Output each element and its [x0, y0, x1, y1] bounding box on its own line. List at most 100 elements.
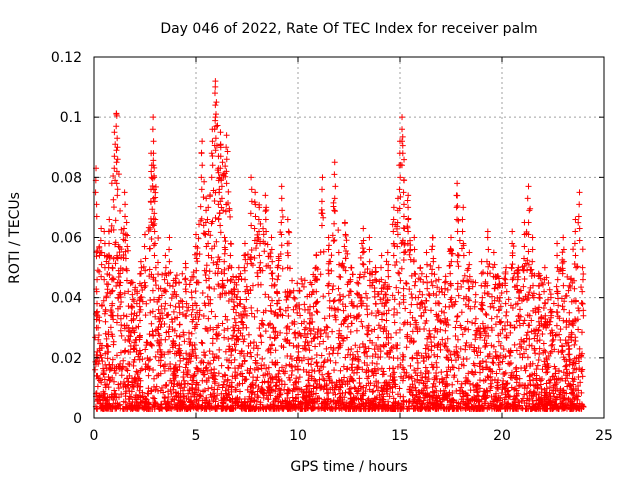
roti-point — [225, 336, 232, 343]
roti-point — [166, 323, 173, 330]
roti-point — [150, 332, 157, 339]
roti-point — [425, 291, 432, 298]
roti-point — [120, 312, 127, 319]
roti-point — [310, 383, 317, 390]
roti-point — [421, 304, 428, 311]
roti-point — [146, 266, 153, 273]
roti-point — [533, 366, 540, 373]
roti-point — [564, 273, 571, 280]
roti-point — [173, 272, 180, 279]
roti-point — [374, 308, 381, 315]
roti-point — [92, 366, 99, 373]
roti-point — [422, 306, 429, 313]
roti-point — [453, 387, 460, 394]
roti-point — [206, 268, 213, 275]
roti-point — [199, 377, 206, 384]
roti-point — [298, 275, 305, 282]
roti-point — [251, 313, 258, 320]
roti-point — [501, 384, 508, 391]
roti-point — [392, 262, 399, 269]
roti-point — [107, 324, 114, 331]
roti-point — [489, 293, 496, 300]
roti-point — [320, 338, 327, 345]
roti-point — [269, 275, 276, 282]
roti-point — [120, 230, 127, 237]
roti-point — [490, 304, 497, 311]
roti-point — [380, 342, 387, 349]
roti-point — [575, 219, 582, 226]
roti-point — [186, 281, 193, 288]
roti-point — [230, 273, 237, 280]
roti-point — [247, 349, 254, 356]
roti-point — [258, 339, 265, 346]
roti-point — [467, 387, 474, 394]
roti-point — [343, 237, 350, 244]
roti-point — [419, 291, 426, 298]
roti-point — [472, 382, 479, 389]
roti-point — [297, 312, 304, 319]
roti-point — [309, 367, 316, 374]
roti-point — [323, 345, 330, 352]
roti-point — [393, 345, 400, 352]
roti-point — [348, 346, 355, 353]
roti-point — [269, 387, 276, 394]
roti-point — [484, 228, 491, 235]
roti-point — [114, 186, 121, 193]
roti-point — [505, 387, 512, 394]
roti-point — [278, 242, 285, 249]
roti-point — [286, 387, 293, 394]
roti-point — [422, 350, 429, 357]
roti-point — [227, 277, 234, 284]
roti-point — [120, 357, 127, 364]
roti-point — [163, 329, 170, 336]
roti-point — [110, 226, 117, 233]
roti-point — [192, 288, 199, 295]
roti-point — [272, 383, 279, 390]
roti-point — [157, 401, 164, 408]
roti-point — [155, 259, 161, 266]
roti-point — [399, 142, 406, 149]
roti-point — [535, 357, 542, 364]
roti-point — [130, 362, 137, 369]
roti-point — [476, 377, 483, 384]
roti-point — [564, 370, 571, 377]
roti-point — [455, 252, 462, 259]
roti-point — [551, 346, 558, 353]
roti-point — [422, 373, 429, 380]
roti-point — [517, 351, 524, 358]
roti-point — [342, 248, 349, 255]
roti-point — [400, 285, 407, 292]
roti-point — [385, 267, 392, 274]
roti-point — [335, 227, 342, 234]
roti-point — [385, 307, 392, 314]
roti-point — [526, 312, 533, 319]
roti-point — [104, 286, 111, 293]
roti-point — [110, 204, 117, 211]
roti-point — [383, 317, 390, 324]
roti-point — [109, 275, 116, 282]
roti-point — [455, 292, 462, 299]
x-tick-label: 5 — [192, 428, 201, 444]
roti-point — [152, 353, 159, 360]
roti-point — [284, 304, 291, 311]
roti-point — [391, 306, 398, 313]
roti-point — [425, 370, 432, 377]
roti-point — [378, 365, 385, 372]
roti-point — [213, 142, 220, 149]
roti-point — [433, 359, 440, 366]
roti-point — [123, 313, 130, 320]
roti-point — [386, 347, 393, 354]
roti-point — [115, 385, 122, 392]
roti-point — [240, 338, 247, 345]
roti-point — [534, 362, 541, 369]
roti-point — [112, 370, 119, 377]
roti-point — [493, 390, 500, 397]
roti-point — [321, 315, 328, 322]
roti-point — [352, 342, 359, 349]
roti-point — [97, 340, 104, 347]
roti-point — [264, 241, 271, 248]
roti-point — [526, 336, 533, 343]
roti-point — [504, 388, 511, 395]
roti-point — [121, 290, 128, 297]
roti-point — [148, 235, 155, 242]
